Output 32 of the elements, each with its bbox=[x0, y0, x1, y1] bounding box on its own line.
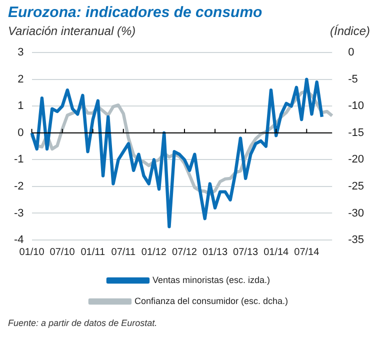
y2-tick-label: -35 bbox=[348, 234, 364, 246]
y-axis-title: Variación interanual (%) bbox=[8, 24, 136, 38]
x-tick-label: 07/13 bbox=[233, 246, 259, 258]
y2-tick-label: -5 bbox=[348, 73, 358, 86]
x-tick-label: 01/10 bbox=[19, 246, 45, 258]
y-tick-label: -4 bbox=[14, 234, 24, 246]
y2-tick-label: -20 bbox=[348, 154, 364, 166]
y-tick-label: 0 bbox=[18, 126, 24, 139]
y-tick-label: 1 bbox=[18, 100, 24, 112]
y-tick-label: -1 bbox=[14, 154, 24, 166]
x-tick-label: 01/12 bbox=[141, 246, 167, 258]
x-tick-label: 07/12 bbox=[172, 246, 198, 258]
y2-tick-label: 0 bbox=[348, 46, 354, 59]
y-tick-label: -2 bbox=[14, 180, 24, 192]
source-note: Fuente: a partir de datos de Eurostat. bbox=[8, 318, 158, 328]
legend-label: Confianza del consumidor (esc. dcha.) bbox=[134, 296, 288, 306]
y2-tick-label: -15 bbox=[348, 126, 364, 139]
x-tick-label: 07/11 bbox=[111, 246, 136, 258]
chart-title: Eurozona: indicadores de consumo bbox=[8, 4, 262, 21]
x-tick-label: 07/14 bbox=[294, 246, 320, 258]
y2-tick-label: -25 bbox=[348, 180, 364, 192]
y2-axis-title: (Índice) bbox=[330, 24, 370, 38]
x-tick-label: 07/10 bbox=[50, 246, 76, 258]
x-tick-label: 01/13 bbox=[202, 246, 228, 258]
y-tick-label: -3 bbox=[14, 207, 24, 220]
y2-tick-label: -30 bbox=[348, 207, 364, 220]
legend-label: Ventas minoristas (esc. izda.) bbox=[152, 274, 270, 285]
y-tick-label: 2 bbox=[18, 73, 24, 86]
x-tick-label: 01/14 bbox=[264, 246, 290, 258]
x-tick-label: 01/11 bbox=[80, 246, 106, 258]
y2-tick-label: -10 bbox=[348, 100, 364, 112]
y-tick-label: 3 bbox=[18, 46, 24, 59]
